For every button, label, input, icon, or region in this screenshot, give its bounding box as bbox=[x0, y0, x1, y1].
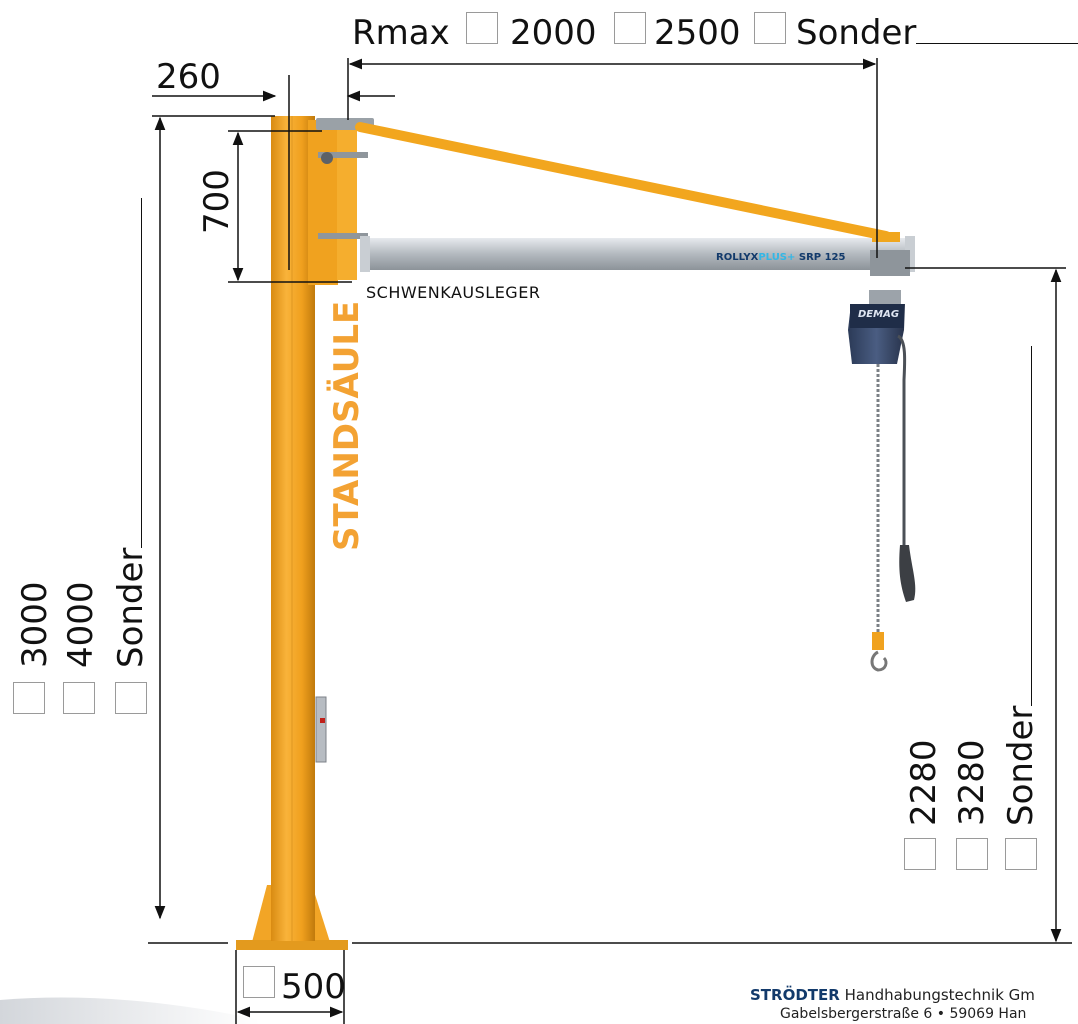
jib-bracket bbox=[308, 120, 338, 285]
jib-pivot-tube bbox=[337, 120, 357, 280]
jib-label: SCHWENKAUSLEGER bbox=[366, 283, 541, 302]
column-height-3000: 3000 bbox=[15, 581, 55, 668]
rmax-option-2500: 2500 bbox=[654, 13, 741, 53]
tie-rod bbox=[355, 122, 891, 241]
hook-height-sonder-checkbox[interactable] bbox=[1005, 838, 1037, 870]
hook-height-3280: 3280 bbox=[952, 739, 992, 826]
column-body bbox=[271, 116, 315, 941]
base-width-dimension: 500 bbox=[281, 967, 346, 1007]
column-height-4000-checkbox[interactable] bbox=[63, 682, 95, 714]
arm-offset-dimension: 260 bbox=[156, 57, 221, 97]
column-height-3000-checkbox[interactable] bbox=[13, 682, 45, 714]
rmax-2500-checkbox[interactable] bbox=[614, 12, 646, 44]
profile-label: ROLLYXPLUS+ SRP 125 bbox=[716, 252, 846, 263]
company-name: STRÖDTER Handhabungstechnik Gm bbox=[750, 986, 1035, 1004]
column-base-plate bbox=[236, 940, 348, 950]
arm-height-dimension: 700 bbox=[197, 169, 237, 234]
rmax-sonder-checkbox[interactable] bbox=[754, 12, 786, 44]
column-height-sonder-checkbox[interactable] bbox=[115, 682, 147, 714]
rmax-label: Rmax bbox=[352, 13, 450, 53]
control-box bbox=[315, 696, 327, 763]
floor-shadow bbox=[0, 997, 260, 1024]
hook-height-3280-checkbox[interactable] bbox=[956, 838, 988, 870]
column-height-sonder: Sonder bbox=[111, 197, 151, 668]
rmax-option-2000: 2000 bbox=[510, 13, 597, 53]
rmax-2000-checkbox[interactable] bbox=[466, 12, 498, 44]
base-width-checkbox[interactable] bbox=[243, 966, 275, 998]
pendant-cable bbox=[897, 334, 907, 545]
hoist-brand: DEMAG bbox=[858, 309, 900, 320]
hoist-hook bbox=[870, 650, 888, 672]
column-label: STANDSÄULE bbox=[327, 300, 367, 551]
column-height-4000: 4000 bbox=[61, 581, 101, 668]
hook-height-2280: 2280 bbox=[904, 739, 944, 826]
hook-height-2280-checkbox[interactable] bbox=[904, 838, 936, 870]
company-address: Gabelsbergerstraße 6 • 59069 Han bbox=[780, 1006, 1027, 1022]
pendant-control bbox=[899, 545, 916, 602]
hook-height-sonder: Sonder bbox=[1001, 345, 1041, 826]
rail-beam bbox=[362, 238, 914, 270]
rmax-option-sonder: Sonder bbox=[796, 16, 1078, 50]
